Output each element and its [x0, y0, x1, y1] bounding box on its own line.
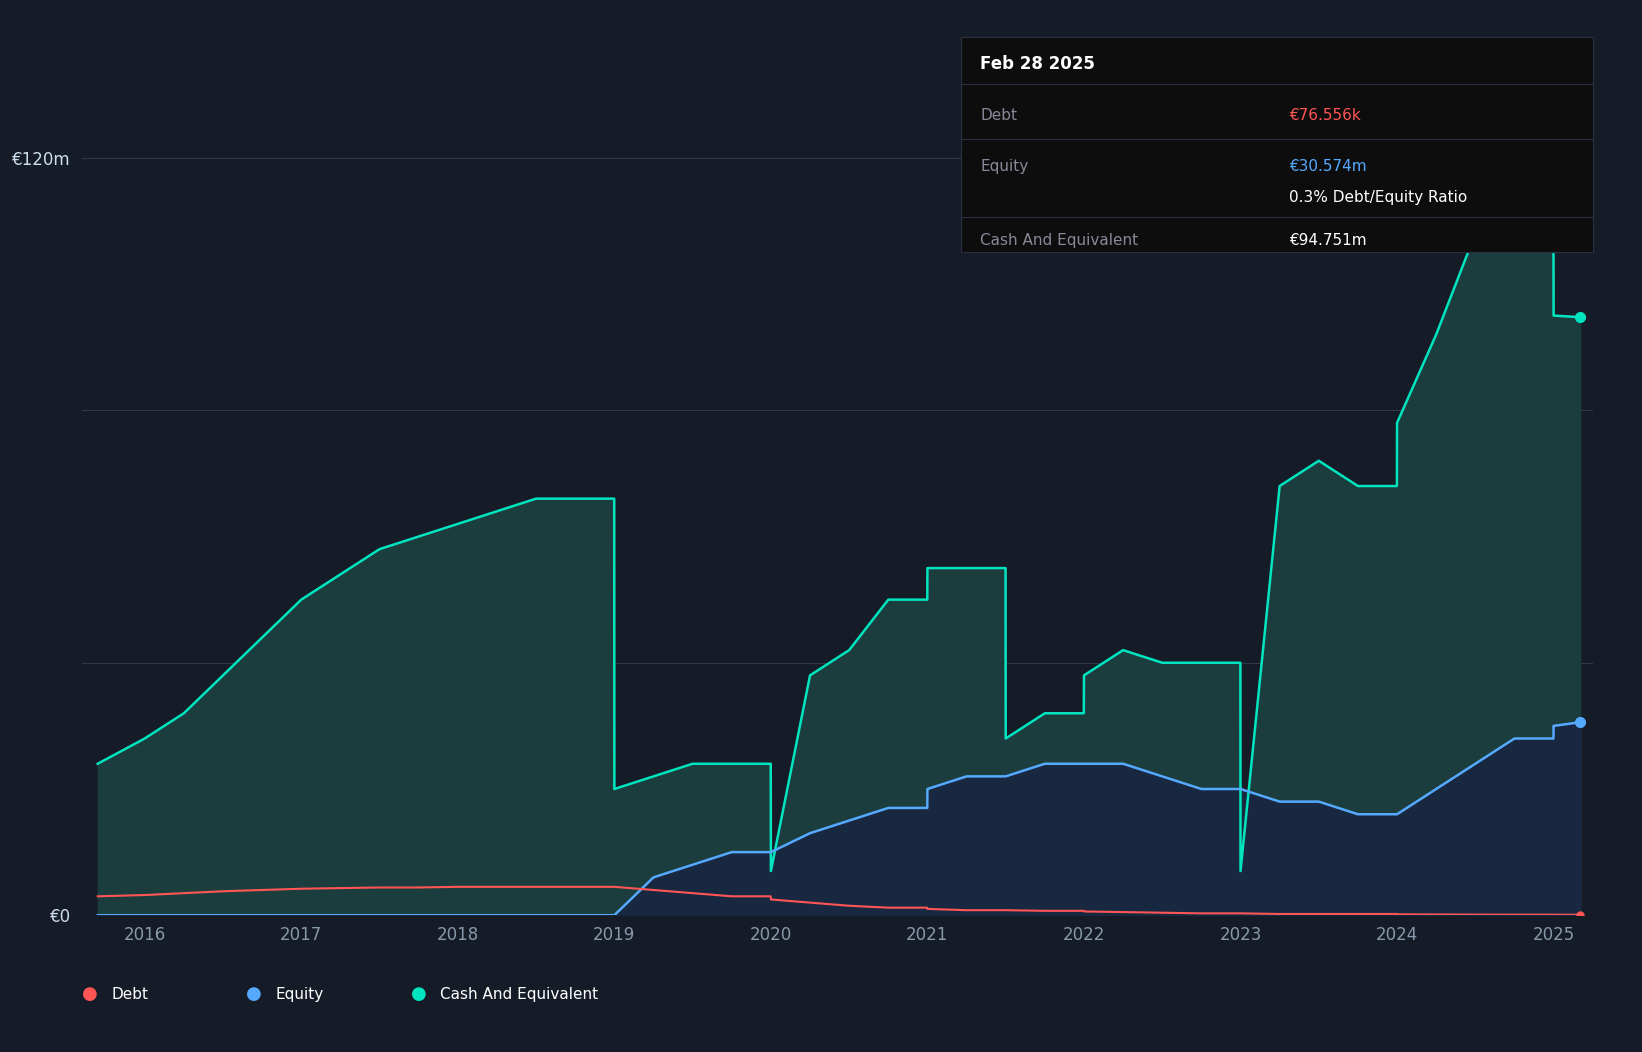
Text: 0.3% Debt/Equity Ratio: 0.3% Debt/Equity Ratio	[1289, 190, 1468, 205]
Text: ●: ●	[246, 985, 263, 1004]
Text: ●: ●	[410, 985, 427, 1004]
Text: €30.574m: €30.574m	[1289, 159, 1366, 174]
Text: Feb 28 2025: Feb 28 2025	[980, 56, 1095, 74]
Text: Cash And Equivalent: Cash And Equivalent	[440, 987, 598, 1002]
Text: €76.556k: €76.556k	[1289, 107, 1361, 123]
Text: Debt: Debt	[112, 987, 149, 1002]
Text: €94.751m: €94.751m	[1289, 234, 1366, 248]
Text: Debt: Debt	[980, 107, 1018, 123]
Text: Equity: Equity	[980, 159, 1028, 174]
Text: Cash And Equivalent: Cash And Equivalent	[980, 234, 1138, 248]
Text: ●: ●	[82, 985, 99, 1004]
Text: Equity: Equity	[276, 987, 323, 1002]
